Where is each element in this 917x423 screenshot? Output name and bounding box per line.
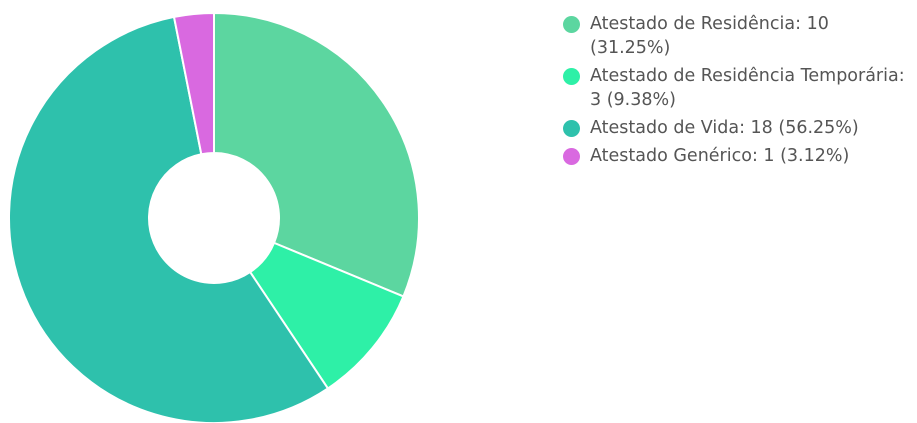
- legend-label: Atestado de Residência: 10 (31.25%): [590, 14, 829, 58]
- pie-slice-2[interactable]: [248, 241, 405, 390]
- legend-label: Atestado de Vida: 18 (56.25%): [590, 118, 859, 138]
- pie-slice-1[interactable]: [213, 11, 420, 298]
- legend: Atestado de Residência: 10 (31.25%) Atest…: [563, 12, 913, 172]
- legend-label: Atestado Genérico: 1 (3.12%): [590, 146, 850, 166]
- legend-item[interactable]: Atestado Genérico: 1 (3.12%): [563, 144, 913, 168]
- pie-slice-4[interactable]: [172, 11, 215, 156]
- pie-slice-3[interactable]: [8, 15, 330, 423]
- donut-chart: [8, 11, 420, 423]
- legend-swatch: [563, 120, 580, 137]
- legend-label: Atestado de Residência Temporária: 3 (9.…: [590, 66, 905, 110]
- legend-item[interactable]: Atestado de Residência: 10 (31.25%): [563, 12, 913, 60]
- legend-swatch: [563, 16, 580, 33]
- legend-item[interactable]: Atestado de Residência Temporária: 3 (9.…: [563, 64, 913, 112]
- legend-swatch: [563, 148, 580, 165]
- legend-swatch: [563, 68, 580, 85]
- legend-item[interactable]: Atestado de Vida: 18 (56.25%): [563, 116, 913, 140]
